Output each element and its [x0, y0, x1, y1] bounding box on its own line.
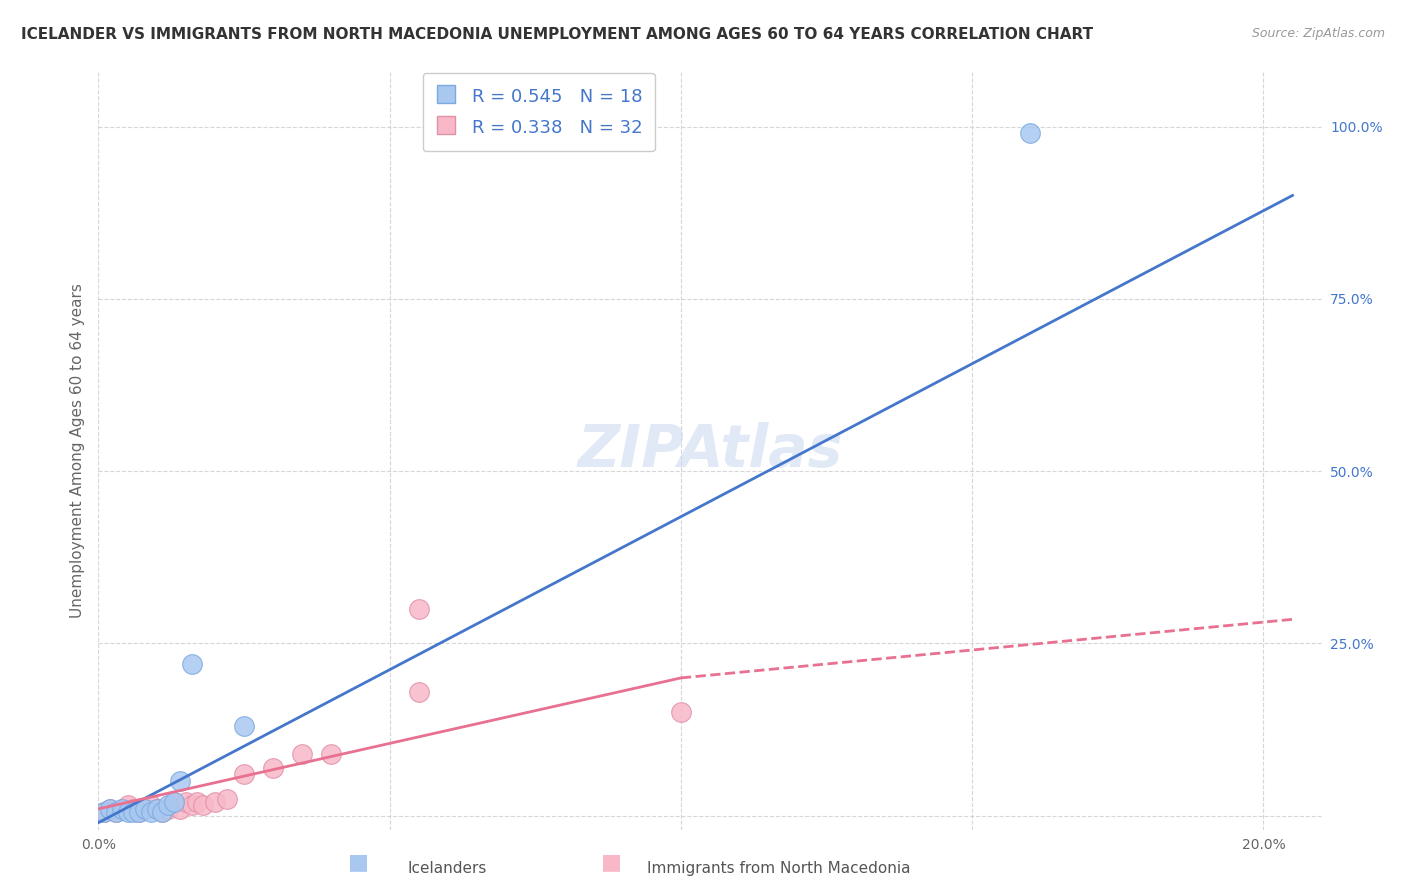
Point — [169, 802, 191, 816]
Point — [180, 657, 202, 672]
Point — [93, 805, 115, 820]
Point — [122, 802, 145, 816]
Point — [98, 802, 121, 816]
Point — [111, 802, 134, 816]
Point — [104, 805, 127, 820]
Point — [145, 802, 167, 816]
Point — [262, 760, 284, 774]
Point — [169, 774, 191, 789]
Point — [122, 805, 145, 820]
Point — [128, 805, 150, 820]
Legend: R = 0.545   N = 18, R = 0.338   N = 32: R = 0.545 N = 18, R = 0.338 N = 32 — [423, 73, 655, 151]
Text: ■: ■ — [602, 853, 621, 872]
Point — [98, 802, 121, 816]
Point — [93, 805, 115, 820]
Point — [134, 802, 156, 816]
Point — [233, 719, 256, 733]
Point — [117, 798, 139, 813]
Point — [233, 767, 256, 781]
Point — [669, 706, 692, 720]
Point — [1019, 127, 1042, 141]
Point — [291, 747, 314, 761]
Text: ZIPAtlas: ZIPAtlas — [578, 422, 842, 479]
Text: Immigrants from North Macedonia: Immigrants from North Macedonia — [647, 861, 910, 876]
Point — [134, 802, 156, 816]
Point — [163, 795, 186, 809]
Text: Icelanders: Icelanders — [408, 861, 486, 876]
Point — [180, 798, 202, 813]
Point — [425, 127, 447, 141]
Text: Source: ZipAtlas.com: Source: ZipAtlas.com — [1251, 27, 1385, 40]
Point — [117, 805, 139, 820]
Y-axis label: Unemployment Among Ages 60 to 64 years: Unemployment Among Ages 60 to 64 years — [69, 283, 84, 618]
Point — [408, 684, 430, 698]
Point — [128, 805, 150, 820]
Point — [215, 791, 238, 805]
Point — [157, 798, 180, 813]
Point — [193, 798, 215, 813]
Point — [186, 795, 208, 809]
Point — [111, 802, 134, 816]
Point — [152, 805, 174, 820]
Point — [408, 602, 430, 616]
Point — [139, 798, 162, 813]
Text: ■: ■ — [349, 853, 368, 872]
Point — [204, 795, 226, 809]
Point — [174, 795, 197, 809]
Point — [152, 805, 174, 820]
Point — [145, 802, 167, 816]
Point — [157, 802, 180, 816]
Text: ICELANDER VS IMMIGRANTS FROM NORTH MACEDONIA UNEMPLOYMENT AMONG AGES 60 TO 64 YE: ICELANDER VS IMMIGRANTS FROM NORTH MACED… — [21, 27, 1094, 42]
Point — [163, 795, 186, 809]
Point — [139, 805, 162, 820]
Point — [321, 747, 343, 761]
Point — [104, 805, 127, 820]
